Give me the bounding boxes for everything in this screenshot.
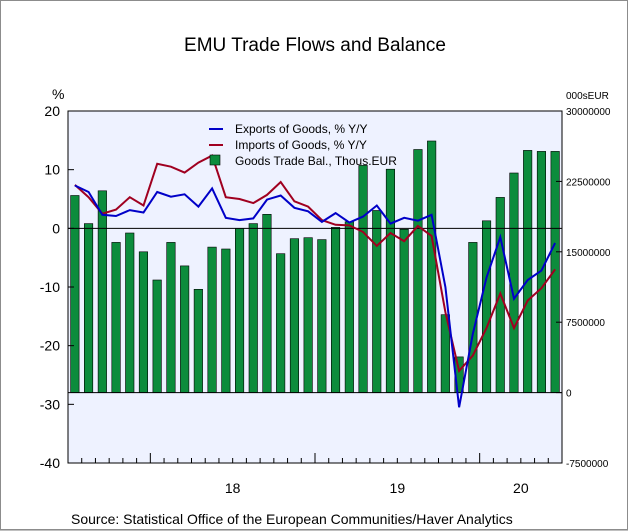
- balance-bar: [317, 239, 327, 393]
- balance-bar: [221, 248, 231, 393]
- balance-bar: [399, 229, 409, 393]
- x-year-label: 20: [513, 480, 529, 496]
- right-tick-label: 7500000: [566, 318, 605, 329]
- balance-bar: [84, 223, 94, 393]
- right-tick-label: 0: [566, 389, 572, 400]
- exports-line: [74, 184, 556, 408]
- balance-bar: [330, 227, 341, 393]
- balance-bar: [481, 220, 492, 393]
- left-axis-unit: %: [52, 86, 64, 102]
- balance-bar: [385, 168, 396, 393]
- right-tick-label: 30000000: [566, 107, 611, 118]
- balance-bar: [180, 265, 190, 393]
- balance-bar: [207, 246, 217, 393]
- legend-label: Imports of Goods, % Y/Y: [235, 138, 367, 152]
- balance-bar: [276, 253, 286, 393]
- balance-bar: [166, 242, 176, 393]
- balance-bar: [152, 279, 162, 393]
- x-year-label: 18: [225, 480, 241, 496]
- left-tick-label: -40: [40, 455, 60, 471]
- balance-bar: [372, 210, 382, 393]
- balance-bar: [70, 195, 80, 393]
- imports-line: [74, 154, 556, 373]
- balance-bar: [111, 242, 121, 393]
- left-tick-label: -10: [40, 279, 60, 295]
- balance-bar: [358, 165, 368, 393]
- balance-bar: [235, 228, 245, 393]
- balance-bar: [523, 150, 533, 393]
- balance-bar: [413, 149, 423, 393]
- x-year-label: 19: [390, 480, 406, 496]
- left-tick-label: 0: [52, 220, 60, 236]
- legend: Exports of Goods, % Y/Y Imports of Goods,…: [209, 122, 397, 168]
- balance-bar: [427, 140, 437, 393]
- plot-area: [68, 111, 562, 463]
- left-tick-label: -20: [40, 338, 60, 354]
- balance-bar: [193, 288, 203, 393]
- source-note: Source: Statistical Office of the Europe…: [71, 511, 513, 527]
- left-tick-label: 10: [44, 162, 60, 178]
- chart-title: EMU Trade Flows and Balance: [184, 35, 446, 56]
- plot-border: [67, 110, 563, 464]
- balance-bar: [262, 214, 272, 393]
- balance-bar: [344, 221, 354, 393]
- right-tick-label: 22500000: [566, 177, 611, 188]
- balance-bar: [303, 237, 313, 393]
- right-tick-label: 15000000: [566, 248, 611, 259]
- balance-bar: [97, 190, 107, 393]
- right-tick-label: -7500000: [566, 459, 609, 470]
- legend-label: Goods Trade Bal., Thous.EUR: [235, 154, 397, 168]
- balance-bar: [248, 223, 258, 393]
- balance-bar: [289, 238, 300, 393]
- legend-label: Exports of Goods, % Y/Y: [235, 122, 368, 136]
- left-tick-label: -30: [40, 396, 60, 412]
- balance-bar: [125, 232, 135, 393]
- balance-bar: [138, 251, 148, 393]
- right-axis-unit: 000sEUR: [566, 91, 609, 102]
- legend-balance-swatch: [209, 154, 221, 166]
- left-tick-label: 20: [44, 103, 60, 119]
